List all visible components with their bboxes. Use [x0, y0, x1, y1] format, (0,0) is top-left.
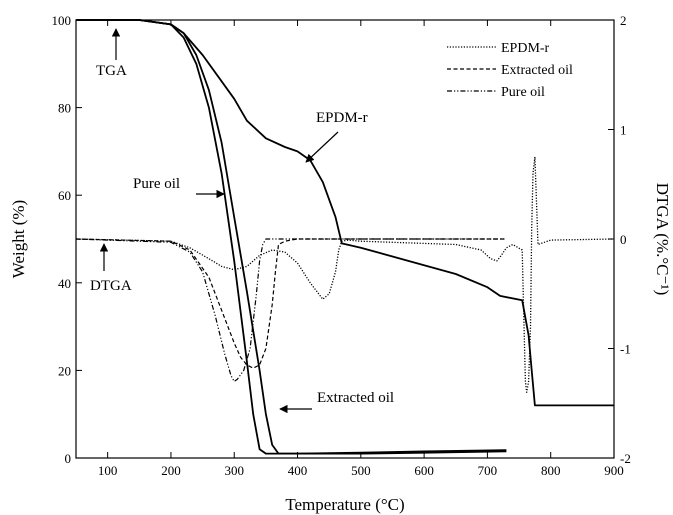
x-tick-label: 700	[478, 463, 498, 478]
annotation-label: Pure oil	[133, 176, 180, 192]
x-tick-label: 200	[161, 463, 181, 478]
series-tga-extracted-oil	[76, 19, 507, 455]
x-tick-label: 900	[604, 463, 624, 478]
series-dtga-pure-oil	[75, 238, 507, 382]
series-dtga-epdm-r	[75, 156, 615, 393]
y-right-tick-label: 0	[620, 232, 627, 247]
y-axis-left-title: Weight (%)	[9, 200, 28, 278]
series-layer	[75, 19, 615, 455]
legend-label: Pure oil	[501, 85, 545, 100]
y-left-tick-label: 20	[58, 363, 71, 378]
x-tick-label: 100	[98, 463, 118, 478]
y-right-tick-label: -1	[620, 342, 631, 357]
annotation-label: EPDM-r	[316, 110, 368, 126]
y-right-tick-label: -2	[620, 451, 631, 466]
x-tick-label: 600	[414, 463, 434, 478]
y-axis-right-title: DTGA (%.°C⁻¹)	[653, 183, 672, 295]
legend-label: EPDM-r	[501, 41, 550, 56]
series-tga-pure-oil	[76, 19, 507, 455]
y-left-tick-label: 60	[58, 188, 71, 203]
annotations: TGA DTGA Pure oil EPDM-r Extracted oil	[90, 28, 394, 414]
x-tick-label: 300	[224, 463, 244, 478]
annotation-label: DTGA	[90, 278, 132, 294]
legend-label: Extracted oil	[501, 63, 573, 78]
x-axis-title: Temperature (°C)	[285, 495, 404, 514]
y-right-tick-label: 2	[620, 13, 627, 28]
legend: EPDM-r Extracted oil Pure oil	[447, 41, 573, 100]
x-tick-label: 500	[351, 463, 371, 478]
annotation-label: Extracted oil	[317, 390, 394, 406]
y-left-tick-label: 40	[58, 276, 71, 291]
y-left-tick-label: 0	[65, 451, 72, 466]
annotation-arrow	[305, 131, 339, 163]
annotation-label: TGA	[96, 63, 127, 79]
ticks-layer: 100 200 300 400 500 600 700 800 900020406080100-…	[52, 13, 631, 478]
y-left-tick-label: 100	[52, 13, 72, 28]
y-right-tick-label: 1	[620, 123, 627, 138]
series-tga-epdm-r	[76, 19, 614, 407]
x-tick-label: 400	[288, 463, 308, 478]
x-tick-label: 800	[541, 463, 561, 478]
y-left-tick-label: 80	[58, 101, 71, 116]
